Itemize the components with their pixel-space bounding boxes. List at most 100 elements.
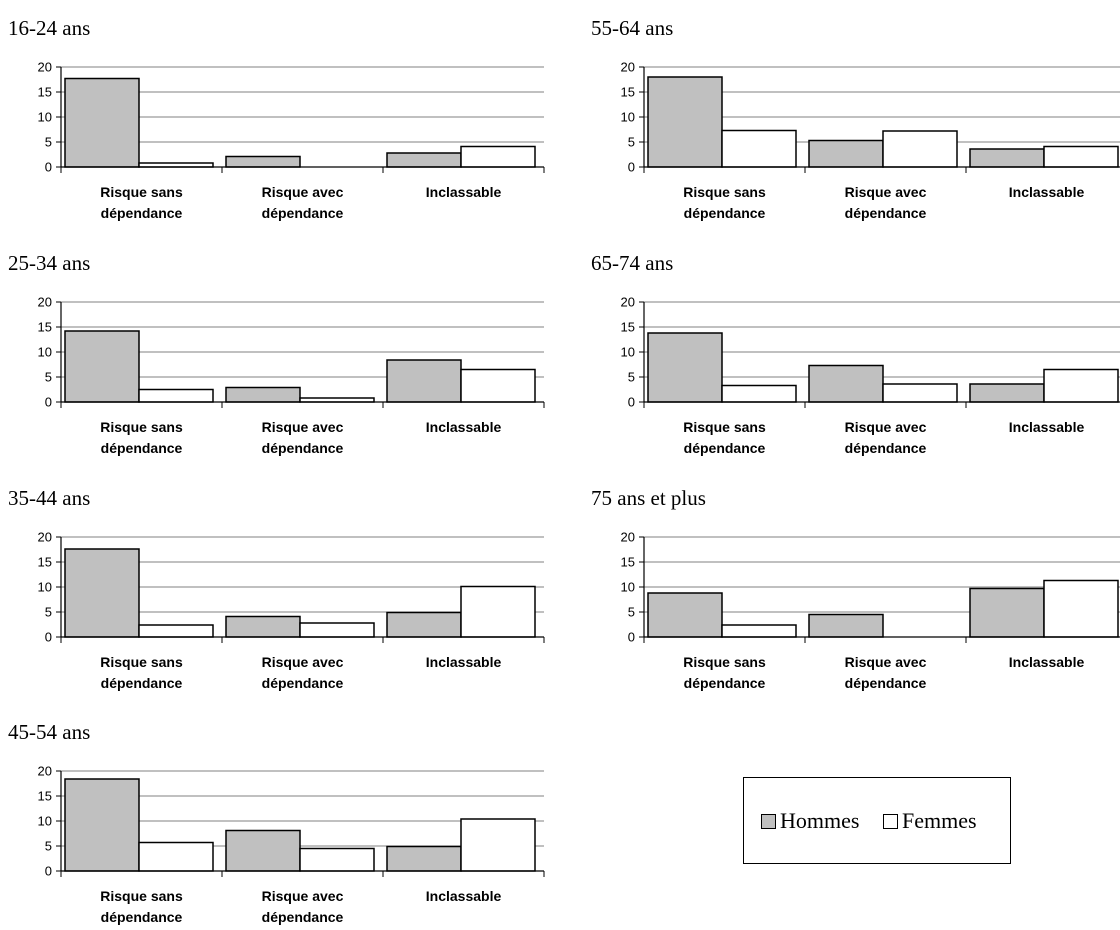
category-label: dépendance — [684, 440, 766, 456]
bar-hommes — [387, 847, 461, 872]
chart-panel: 55-64 ans 0 5 10 15 20 Risque sans dépendance Ri… — [591, 16, 1120, 226]
category-label: Inclassable — [1009, 654, 1085, 670]
category-label: dépendance — [262, 205, 344, 221]
chart-panel: 35-44 ans 0 5 10 15 20 Risque sans dépendance Ri… — [8, 486, 548, 696]
category-label: Risque sans — [100, 654, 183, 670]
category-label: Inclassable — [1009, 419, 1085, 435]
y-tick-label: 20 — [621, 530, 635, 545]
category-label: Inclassable — [426, 654, 502, 670]
category-label: Risque avec — [262, 419, 344, 435]
y-tick-label: 20 — [38, 764, 52, 779]
y-tick-label: 20 — [38, 295, 52, 310]
category-label: Risque avec — [845, 654, 927, 670]
chart-svg: 0 5 10 15 20 Risque sans dépendance Risque avec… — [591, 16, 1120, 226]
chart-svg: 0 5 10 15 20 Risque sans dépendance Risque avec… — [8, 16, 548, 226]
category-label: Risque avec — [262, 184, 344, 200]
y-tick-label: 15 — [38, 85, 52, 100]
y-tick-label: 5 — [628, 605, 635, 620]
bar-hommes — [387, 613, 461, 638]
bar-femmes — [461, 587, 535, 638]
y-tick-label: 0 — [628, 630, 635, 645]
y-tick-label: 0 — [628, 395, 635, 410]
category-label: dépendance — [845, 205, 927, 221]
bar-hommes — [226, 831, 300, 872]
y-tick-label: 15 — [38, 320, 52, 335]
y-tick-label: 10 — [621, 580, 635, 595]
bar-femmes — [1044, 370, 1118, 403]
y-tick-label: 10 — [38, 345, 52, 360]
bar-hommes — [970, 589, 1044, 638]
chart-svg: 0 5 10 15 20 Risque sans dépendance Risque avec… — [591, 251, 1120, 461]
bar-femmes — [300, 623, 374, 637]
bar-femmes — [722, 386, 796, 403]
bar-hommes — [387, 360, 461, 402]
chart-svg: 0 5 10 15 20 Risque sans dépendance Risque avec… — [591, 486, 1120, 696]
category-label: dépendance — [684, 205, 766, 221]
y-tick-label: 10 — [621, 345, 635, 360]
bar-femmes — [139, 625, 213, 637]
category-label: Risque sans — [683, 654, 766, 670]
chart-svg: 0 5 10 15 20 Risque sans dépendance Risque avec… — [8, 720, 548, 930]
y-tick-label: 5 — [45, 605, 52, 620]
bar-femmes — [1044, 581, 1118, 638]
legend-label-hommes: Hommes — [780, 808, 859, 834]
category-label: Inclassable — [426, 888, 502, 904]
bar-hommes — [809, 366, 883, 403]
category-label: dépendance — [262, 440, 344, 456]
legend-label-femmes: Femmes — [902, 808, 977, 834]
y-tick-label: 20 — [621, 60, 635, 75]
bar-femmes — [139, 390, 213, 403]
y-tick-label: 20 — [38, 530, 52, 545]
bar-hommes — [65, 331, 139, 402]
legend-swatch-hommes — [761, 814, 776, 829]
category-label: dépendance — [101, 675, 183, 691]
bar-hommes — [970, 384, 1044, 402]
chart-panel: 25-34 ans 0 5 10 15 20 Risque sans dépendance Ri… — [8, 251, 548, 461]
y-tick-label: 0 — [45, 395, 52, 410]
category-label: dépendance — [684, 675, 766, 691]
category-label: Risque sans — [100, 184, 183, 200]
chart-panel: 16-24 ans 0 5 10 15 20 Risque sans dépendance Ri… — [8, 16, 548, 226]
y-tick-label: 10 — [38, 110, 52, 125]
chart-panel: 45-54 ans 0 5 10 15 20 Risque sans dépendance Ri… — [8, 720, 548, 930]
category-label: Inclassable — [426, 419, 502, 435]
bar-hommes — [226, 157, 300, 168]
bar-hommes — [387, 153, 461, 167]
y-tick-label: 10 — [38, 814, 52, 829]
category-label: dépendance — [101, 205, 183, 221]
category-label: dépendance — [845, 675, 927, 691]
chart-panel: 75 ans et plus 0 5 10 15 20 Risque sans dépenda… — [591, 486, 1120, 696]
y-tick-label: 5 — [628, 135, 635, 150]
y-tick-label: 15 — [38, 789, 52, 804]
legend-item-hommes: Hommes — [761, 808, 859, 834]
y-tick-label: 10 — [621, 110, 635, 125]
bar-femmes — [722, 131, 796, 168]
bar-femmes — [722, 625, 796, 637]
bar-femmes — [139, 843, 213, 872]
bar-femmes — [883, 384, 957, 402]
bar-hommes — [809, 615, 883, 638]
category-label: dépendance — [262, 675, 344, 691]
y-tick-label: 10 — [38, 580, 52, 595]
bar-hommes — [648, 593, 722, 637]
category-label: Inclassable — [1009, 184, 1085, 200]
category-label: Risque sans — [683, 419, 766, 435]
chart-svg: 0 5 10 15 20 Risque sans dépendance Risque avec… — [8, 486, 548, 696]
category-label: dépendance — [845, 440, 927, 456]
category-label: Risque avec — [262, 654, 344, 670]
bar-hommes — [970, 149, 1044, 167]
y-tick-label: 0 — [45, 630, 52, 645]
bar-hommes — [809, 141, 883, 168]
bar-femmes — [300, 849, 374, 872]
category-label: Risque sans — [100, 888, 183, 904]
category-label: Risque sans — [683, 184, 766, 200]
category-label: Risque avec — [262, 888, 344, 904]
legend-item-femmes: Femmes — [883, 808, 977, 834]
chart-panel: 65-74 ans 0 5 10 15 20 Risque sans dépendance Ri… — [591, 251, 1120, 461]
y-tick-label: 0 — [45, 160, 52, 175]
bar-hommes — [226, 388, 300, 403]
y-tick-label: 15 — [38, 555, 52, 570]
y-tick-label: 5 — [628, 370, 635, 385]
bar-femmes — [1044, 147, 1118, 168]
bar-femmes — [883, 131, 957, 167]
